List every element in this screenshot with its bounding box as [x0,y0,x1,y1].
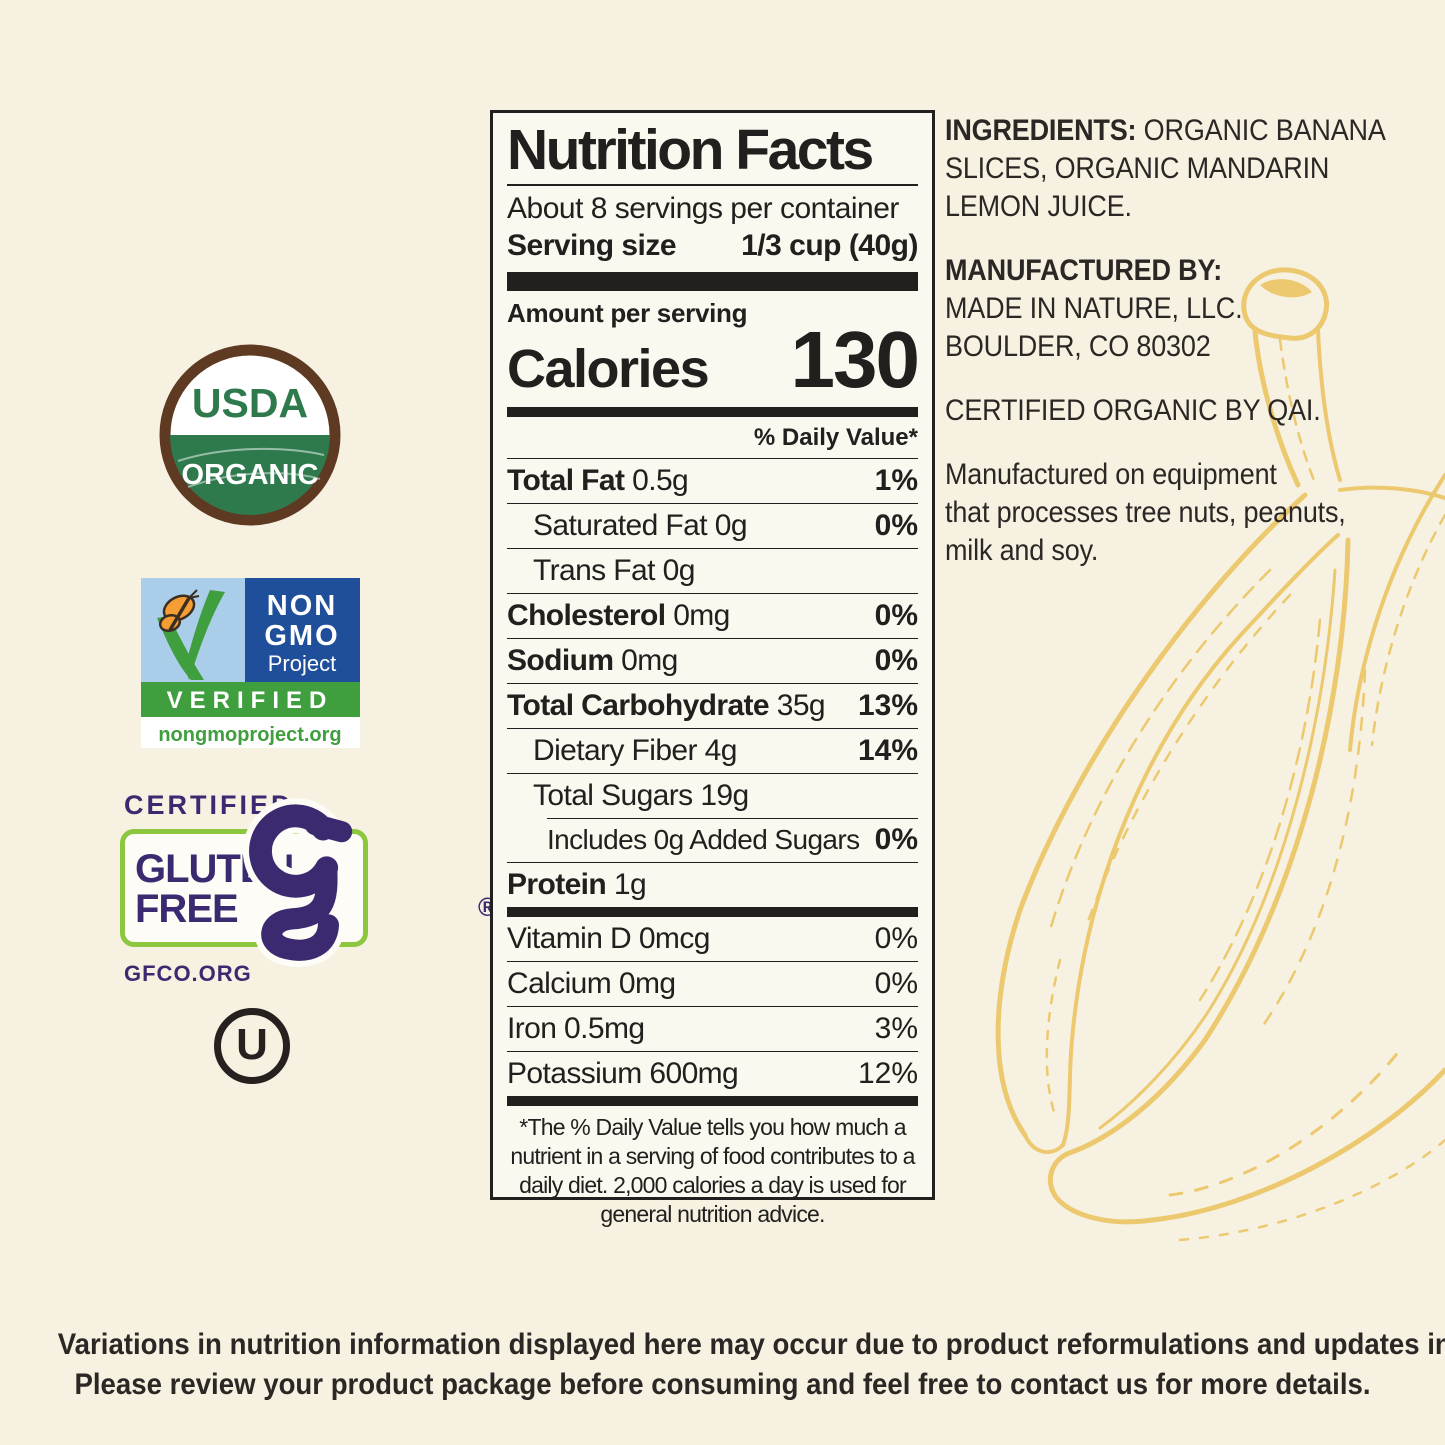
divider [507,1096,918,1107]
info-column: INGREDIENTS: ORGANIC BANANA SLICES, ORGA… [945,112,1386,596]
disclaimer-line-1: Variations in nutrition information disp… [57,1328,1445,1361]
gluten-free-badge: CERTIFIED GLUTEN FREE ® GFCO.ORG [120,790,497,987]
gfco-url: GFCO.ORG [124,961,252,986]
daily-value-header: % Daily Value* [507,417,918,460]
divider [507,407,918,418]
vitamin-row-potassium: Potassium 600mg 12% [507,1057,918,1091]
nutrient-row-protein: Protein 1g [507,868,647,902]
nutrient-row-total-sugars: Total Sugars 19g [533,779,749,813]
usda-word: USDA [192,380,308,426]
non-word: NON [267,590,337,622]
nutrition-facts-panel: Nutrition Facts About 8 servings per con… [490,110,935,1227]
gfco-g-icon [242,798,353,967]
ou-letter: U [236,1020,268,1069]
divider-thick [507,272,918,292]
gmo-word: GMO [264,620,339,652]
divider [507,907,918,918]
ingredients-paragraph: INGREDIENTS: ORGANIC BANANA SLICES, ORGA… [945,114,1386,223]
gf-word-free: FREE [135,887,239,931]
usda-organic-seal: USDA ORGANIC [159,344,341,526]
daily-value-footnote: *The % Daily Value tells you how much a … [510,1114,915,1228]
nutrient-row-total-carbohydrate: Total Carbohydrate 35g 13% [507,684,918,730]
non-gmo-verified-seal: NON GMO Project VERIFIED nongmoproject.o… [141,578,360,748]
calories-row: Calories 130 [507,315,920,405]
disclaimer: Variations in nutrition information disp… [57,1325,1445,1405]
manufacturer-paragraph: MANUFACTURED BY: MADE IN NATURE, LLC. BO… [945,254,1243,363]
organic-word: ORGANIC [182,459,319,491]
nutrition-title: Nutrition Facts [507,118,874,182]
kosher-ou-seal: U [214,1008,290,1084]
servings-per-container: About 8 servings per container [507,192,899,226]
amount-per-serving: Amount per serving [507,298,748,329]
project-word: Project [268,651,336,676]
serving-size-value: 1/3 cup (40g) [741,229,918,263]
allergen-paragraph: Manufactured on equipment that processes… [945,458,1346,567]
vitamin-row-calcium: Calcium 0mg 0% [507,962,918,1008]
calories-label: Calories [507,339,710,400]
nutrient-row-total-fat: Total Fat 0.5g 1% [507,459,918,505]
nutrient-row-dietary-fiber: Dietary Fiber 4g 14% [507,729,918,775]
vitamin-row-vitamin-d: Vitamin D 0mcg 0% [507,917,918,963]
verified-word: VERIFIED [167,687,334,714]
calories-value: 130 [790,315,920,405]
banana-illustration [995,267,1445,1242]
certifier-line: CERTIFIED ORGANIC BY QAI. [945,394,1321,427]
nutrient-row-trans-fat: Trans Fat 0g [507,549,918,595]
nongmo-url: nongmoproject.org [158,724,341,746]
butterfly-icon [158,589,200,633]
serving-size-row: Serving size 1/3 cup (40g) [507,228,918,264]
nutrient-row-sodium: Sodium 0mg 0% [507,639,918,685]
nutrient-row-saturated-fat: Saturated Fat 0g 0% [507,504,918,550]
gf-box: GLUTEN FREE [120,798,368,967]
checkmark-blade-right [185,590,225,680]
nutrient-row-added-sugars: Includes 0g Added Sugars 0% [507,818,918,864]
disclaimer-line-2: Please review your product package befor… [74,1368,1371,1401]
vitamin-row-iron: Iron 0.5mg 3% [507,1007,918,1053]
nutrient-row-cholesterol: Cholesterol 0mg 0% [507,594,918,640]
serving-size-label: Serving size [507,229,677,263]
